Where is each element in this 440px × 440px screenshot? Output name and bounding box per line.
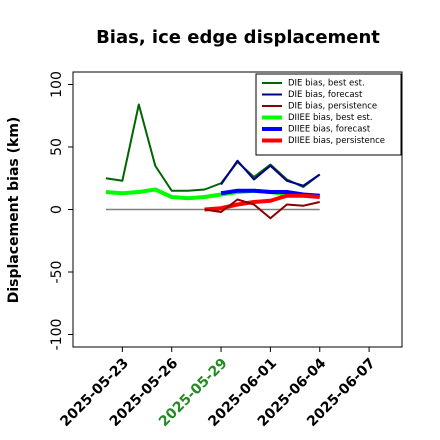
series-line [204, 193, 320, 212]
y-tick-label: -100 [49, 319, 65, 351]
legend-label: DIIEE bias, persistence [288, 136, 385, 146]
series-line [204, 198, 320, 220]
legend-label: DIIEE bias, best est. [288, 113, 373, 123]
series-line [105, 187, 320, 201]
y-tick-label: 100 [49, 71, 65, 98]
legend-label: DIE bias, persistence [288, 102, 377, 112]
y-tick-label: -50 [49, 261, 65, 284]
series-line [220, 159, 321, 187]
y-tick-label: 0 [49, 205, 65, 214]
legend-label: DIE bias, forecast [288, 90, 363, 100]
y-tick-label: 50 [49, 138, 65, 156]
legend-label: DIE bias, best est. [288, 79, 365, 89]
legend-label: DIIEE bias, forecast [288, 125, 371, 135]
chart-title: Bias, ice edge displacement [96, 27, 380, 48]
y-axis-label: Displacement bias (km) [6, 117, 22, 304]
